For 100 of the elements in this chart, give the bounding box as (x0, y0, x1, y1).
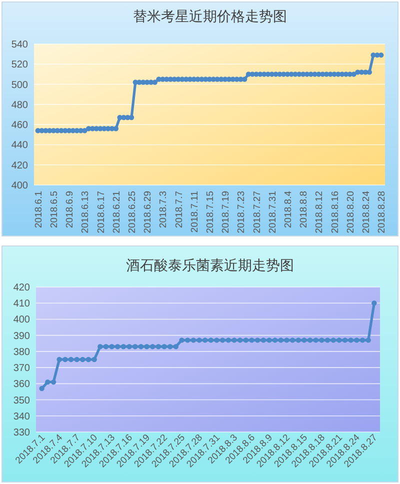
x-tick-label: 2018.7.11 (189, 191, 200, 233)
x-tick-label: 2018.7.27 (252, 191, 263, 234)
x-tick-label: 2018.8.12 (314, 191, 326, 234)
point (184, 338, 190, 343)
y-tick-label: 460 (11, 120, 28, 132)
x-tick-label: 2018.7.19 (220, 191, 232, 234)
point (278, 338, 284, 343)
x-tick-label: 2018.7.23 (236, 191, 248, 234)
point (220, 338, 226, 343)
point (196, 338, 202, 343)
point (190, 338, 196, 343)
point (92, 356, 97, 362)
point (138, 344, 144, 350)
x-tick-label: 2018.8.28 (376, 191, 388, 234)
point (354, 338, 360, 343)
point (296, 338, 301, 343)
x-tick-label: 2018.6.29 (142, 191, 154, 234)
y-tick-label: 380 (13, 346, 30, 358)
x-tick-label: 2018.6.21 (111, 191, 122, 234)
point (109, 344, 114, 350)
x-tick-label: 2018.6.9 (64, 191, 76, 228)
point (62, 356, 68, 362)
x-tick-label: 2018.8.16 (330, 191, 341, 234)
point (74, 356, 80, 362)
point (179, 338, 184, 343)
point (214, 338, 220, 343)
point (243, 338, 248, 343)
point (45, 379, 50, 385)
point (202, 338, 208, 343)
x-tick-label: 2018.8.8 (298, 191, 310, 228)
point (366, 338, 371, 343)
chart-title: 酒石酸泰乐菌素近期走势图 (126, 258, 294, 274)
x-tick-label: 2018.8.4 (283, 191, 294, 228)
y-tick-label: 520 (11, 60, 28, 71)
point (348, 338, 354, 343)
point (290, 338, 296, 343)
x-tick-label: 2018.6.17 (96, 191, 107, 234)
point (313, 338, 318, 343)
y-tick-label: 330 (13, 428, 30, 438)
point (150, 344, 156, 350)
point (168, 344, 173, 350)
x-tick-label: 2018.8.20 (345, 191, 356, 234)
point (132, 344, 138, 350)
point (98, 344, 103, 350)
point (260, 338, 266, 343)
y-tick-label: 420 (13, 282, 30, 294)
x-tick-label: 2018.8.24 (361, 191, 372, 234)
y-tick-label: 480 (11, 100, 28, 111)
y-tick-label: 400 (13, 314, 30, 326)
x-tick-label: 2018.6.13 (80, 191, 92, 234)
point (50, 379, 56, 385)
y-tick-label: 340 (13, 411, 30, 422)
point (272, 338, 278, 343)
y-tick-label: 370 (13, 363, 30, 374)
point (120, 344, 126, 350)
point (68, 356, 74, 362)
x-tick-label: 2018.6.25 (127, 191, 138, 234)
point (86, 356, 92, 362)
point (226, 338, 232, 343)
point (232, 338, 237, 343)
point (126, 344, 132, 350)
x-tick-label: 2018.6.1 (33, 191, 44, 228)
y-tick-label: 410 (13, 298, 30, 310)
y-tick-label: 350 (13, 395, 30, 406)
point (324, 338, 330, 343)
point (162, 344, 167, 350)
x-tick-label: 2018.7.7 (174, 191, 185, 228)
point (336, 338, 342, 343)
y-tick-label: 540 (11, 40, 28, 50)
point (360, 338, 366, 343)
point (173, 344, 179, 350)
y-tick-label: 390 (13, 330, 30, 342)
point (302, 338, 307, 343)
y-tick-label: 440 (11, 140, 28, 152)
y-tick-label: 420 (11, 160, 28, 172)
x-tick-label: 2018.7.31 (267, 191, 278, 234)
x-tick-label: 2018.7.3 (158, 191, 170, 228)
x-tick-label: 2018.7.15 (205, 191, 216, 234)
point (254, 338, 260, 343)
point (80, 356, 86, 362)
point (372, 300, 377, 306)
y-tick-label: 500 (11, 80, 28, 91)
point (330, 338, 336, 343)
point (144, 344, 150, 350)
point (342, 338, 348, 343)
point (284, 338, 290, 343)
y-tick-label: 360 (13, 379, 30, 390)
point (156, 344, 162, 350)
point (56, 356, 62, 362)
x-tick-label: 2018.6.5 (49, 191, 60, 228)
point (39, 386, 44, 392)
point (208, 338, 214, 343)
point (307, 338, 313, 343)
y-tick-label: 400 (11, 180, 28, 192)
chart-title: 替米考星近期价格走势图 (133, 9, 287, 25)
point (319, 338, 324, 343)
point (103, 344, 109, 350)
point (237, 338, 243, 343)
point (266, 338, 272, 343)
point (115, 344, 120, 350)
